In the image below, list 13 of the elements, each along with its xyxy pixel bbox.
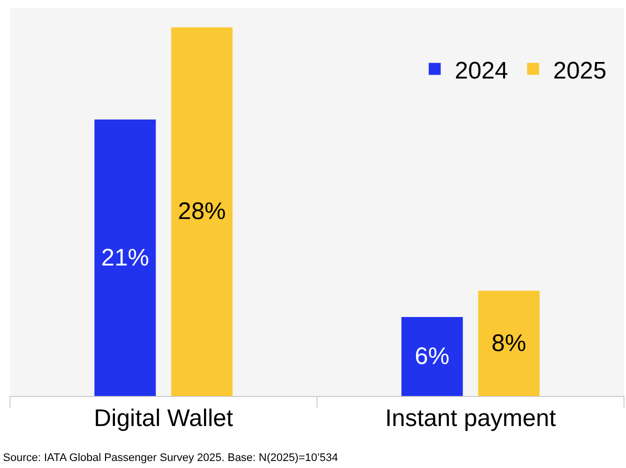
legend-label: 2024 — [454, 57, 508, 84]
data-label: 8% — [492, 330, 526, 357]
x-tick-label: Digital Wallet — [94, 404, 234, 432]
bar — [478, 290, 540, 396]
bar — [401, 317, 463, 396]
bar — [171, 27, 233, 396]
bar — [94, 120, 156, 396]
data-label: 6% — [414, 343, 450, 370]
data-label: 21% — [101, 244, 150, 272]
x-tick-label: Instant payment — [385, 404, 556, 432]
source-note: Source: IATA Global Passenger Survey 2025. Base: N(2025)=10’534 — [3, 452, 338, 464]
legend-label: 2025 — [553, 57, 606, 84]
data-label: 28% — [178, 198, 226, 226]
